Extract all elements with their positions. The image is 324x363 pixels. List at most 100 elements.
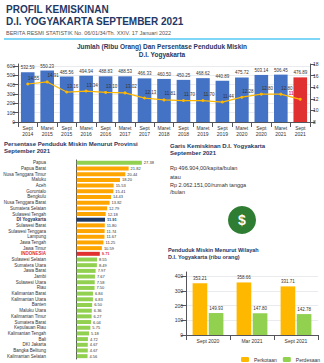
svg-text:2018: 2018 (158, 131, 169, 137)
svg-text:400: 400 (7, 82, 16, 88)
svg-text:300: 300 (175, 288, 184, 294)
svg-text:8.55: 8.55 (99, 257, 108, 262)
svg-text:468.62: 468.62 (196, 71, 210, 76)
svg-text:D.I. Yogyakarta: D.I. Yogyakarta (139, 51, 186, 59)
svg-text:/bulan: /bulan (170, 189, 185, 195)
svg-text:Sept: Sept (62, 125, 73, 131)
svg-text:13.82: 13.82 (112, 200, 123, 205)
svg-text:Sept 2020: Sept 2020 (197, 338, 220, 344)
svg-text:466.33: 466.33 (138, 71, 152, 76)
svg-text:600: 600 (7, 63, 16, 69)
svg-text:100: 100 (175, 317, 184, 323)
svg-text:15.53: 15.53 (116, 183, 127, 188)
svg-text:2021: 2021 (275, 131, 286, 137)
svg-text:11.80: 11.80 (107, 223, 117, 228)
svg-text:Bali: Bali (39, 337, 47, 342)
svg-text:475.72: 475.72 (235, 70, 249, 75)
svg-text:300: 300 (7, 91, 16, 97)
svg-text:503.14: 503.14 (254, 68, 268, 73)
svg-text:Sumatera Selatan: Sumatera Selatan (10, 206, 47, 211)
svg-text:Sept: Sept (23, 125, 34, 131)
svg-text:476.89: 476.89 (293, 70, 307, 75)
svg-text:6.27: 6.27 (94, 314, 103, 319)
svg-text:2019: 2019 (197, 131, 208, 137)
svg-text:7.58: 7.58 (97, 280, 106, 285)
svg-text:550.23: 550.23 (40, 64, 54, 69)
svg-text:Rp 2.062.151,00/rumah tangga: Rp 2.062.151,00/rumah tangga (170, 182, 247, 188)
svg-text:4.56: 4.56 (90, 354, 99, 359)
svg-text:11.81: 11.81 (165, 91, 176, 96)
svg-text:Maret: Maret (119, 125, 132, 131)
svg-text:2016: 2016 (81, 131, 92, 137)
svg-text:Kalimantan Utara: Kalimantan Utara (11, 297, 46, 302)
svg-text:Sept: Sept (139, 125, 150, 131)
svg-text:2016: 2016 (100, 131, 111, 137)
svg-text:11.44: 11.44 (223, 94, 234, 99)
svg-text:11.70: 11.70 (184, 92, 195, 97)
svg-text:Aceh: Aceh (36, 183, 47, 188)
svg-text:13.34: 13.34 (87, 83, 99, 88)
svg-text:Jawa Tengah: Jawa Tengah (20, 240, 47, 245)
svg-text:Kalimantan Selatan: Kalimantan Selatan (7, 354, 47, 359)
svg-text:Maret: Maret (41, 125, 54, 131)
svg-text:494.94: 494.94 (79, 69, 93, 74)
svg-text:Maret: Maret (274, 125, 287, 131)
svg-text:Papua: Papua (33, 160, 47, 165)
svg-text:353.21: 353.21 (193, 276, 207, 281)
svg-text:488.83: 488.83 (99, 69, 113, 74)
svg-text:500: 500 (7, 72, 16, 78)
svg-text:7.67: 7.67 (97, 274, 106, 279)
svg-text:12.13: 12.13 (145, 90, 157, 95)
svg-text:Sulawesi Barat: Sulawesi Barat (16, 223, 47, 228)
svg-text:Maret: Maret (158, 125, 171, 131)
svg-text:400: 400 (175, 273, 184, 279)
svg-text:2019: 2019 (217, 131, 228, 137)
svg-text:142.78: 142.78 (297, 307, 311, 312)
svg-text:9.71: 9.71 (102, 251, 111, 256)
svg-text:18.20: 18.20 (122, 177, 133, 182)
svg-text:358.66: 358.66 (237, 275, 251, 280)
svg-text:Sulawesi Utara: Sulawesi Utara (16, 280, 47, 285)
svg-text:Lampung: Lampung (27, 234, 46, 239)
svg-text:450.25: 450.25 (177, 73, 191, 78)
svg-text:4.67: 4.67 (90, 342, 99, 347)
svg-text:10: 10 (313, 107, 319, 113)
svg-text:$: $ (238, 212, 246, 228)
svg-text:2015: 2015 (42, 131, 53, 137)
svg-text:Maluku: Maluku (32, 177, 47, 182)
svg-text:7.50: 7.50 (97, 285, 106, 290)
svg-text:Sumatera Utara: Sumatera Utara (14, 263, 46, 268)
svg-text:Rp 496.904,00/kapita/bulan: Rp 496.904,00/kapita/bulan (170, 165, 237, 171)
svg-text:September 2021: September 2021 (170, 150, 217, 156)
svg-text:2015: 2015 (61, 131, 72, 137)
svg-text:Banten: Banten (32, 302, 47, 307)
svg-text:331.71: 331.71 (281, 279, 295, 284)
svg-text:2017: 2017 (139, 131, 150, 137)
svg-text:6.84: 6.84 (95, 291, 104, 296)
svg-text:8: 8 (313, 119, 316, 125)
svg-text:Sept 2021: Sept 2021 (285, 338, 308, 344)
svg-text:Sumatera Barat: Sumatera Barat (15, 320, 47, 325)
svg-text:September 2021: September 2021 (4, 148, 51, 154)
svg-text:27.38: 27.38 (144, 160, 155, 165)
svg-text:Kalimantan Timur: Kalimantan Timur (11, 314, 47, 319)
svg-text:200: 200 (7, 100, 16, 106)
svg-text:Maret: Maret (80, 125, 93, 131)
svg-text:Bengkulu: Bengkulu (27, 194, 46, 199)
svg-text:0: 0 (180, 332, 183, 338)
svg-text:5.18: 5.18 (91, 331, 100, 336)
svg-text:2018: 2018 (178, 131, 189, 137)
svg-text:0: 0 (12, 119, 15, 125)
svg-text:18: 18 (313, 61, 319, 67)
svg-text:12.18: 12.18 (108, 212, 119, 217)
svg-text:Sept: Sept (256, 125, 267, 131)
svg-text:460.50: 460.50 (157, 72, 171, 77)
svg-text:11.91: 11.91 (289, 91, 301, 96)
svg-text:Penduduk Miskin Menurut Wilaya: Penduduk Miskin Menurut Wilayah (168, 247, 259, 253)
svg-text:Sept: Sept (178, 125, 189, 131)
svg-text:14: 14 (313, 84, 319, 90)
svg-text:6.36: 6.36 (94, 308, 103, 313)
svg-text:Kepulauan Riau: Kepulauan Riau (14, 325, 47, 330)
svg-text:12: 12 (313, 96, 319, 102)
svg-text:Sulawesi Tenggara: Sulawesi Tenggara (8, 229, 46, 234)
